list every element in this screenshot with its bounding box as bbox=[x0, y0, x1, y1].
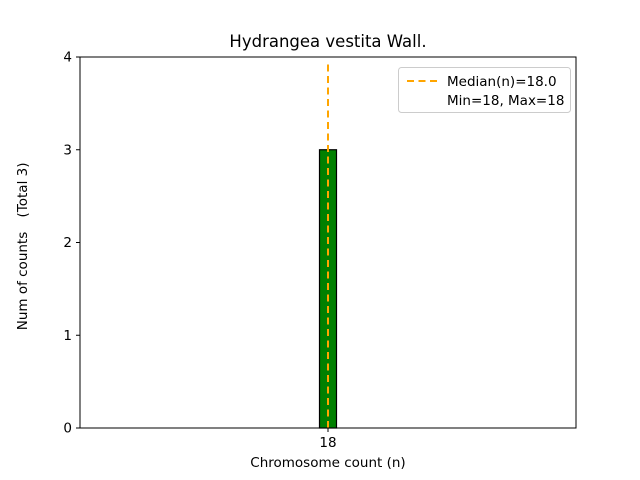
y-tick-label: 3 bbox=[63, 142, 72, 158]
y-tick-label: 2 bbox=[63, 235, 72, 251]
legend-label-median: Median(n)=18.0 bbox=[447, 74, 557, 90]
legend-label-minmax: Min=18, Max=18 bbox=[447, 93, 564, 109]
x-axis-label: Chromosome count (n) bbox=[250, 455, 405, 471]
y-tick-label: 0 bbox=[63, 421, 72, 437]
x-tick-label: 18 bbox=[319, 435, 336, 451]
legend-box bbox=[398, 67, 571, 113]
y-tick-label: 4 bbox=[63, 50, 72, 66]
y-tick-label: 1 bbox=[63, 328, 72, 344]
y-axis-label-total: (Total 3) bbox=[15, 163, 31, 218]
plot-area: 0 1 2 3 4 18 bbox=[63, 50, 577, 451]
chart-title: Hydrangea vestita Wall. bbox=[229, 32, 426, 51]
legend: Median(n)=18.0 Min=18, Max=18 bbox=[398, 67, 571, 113]
y-axis-label: Num of counts bbox=[15, 232, 31, 331]
